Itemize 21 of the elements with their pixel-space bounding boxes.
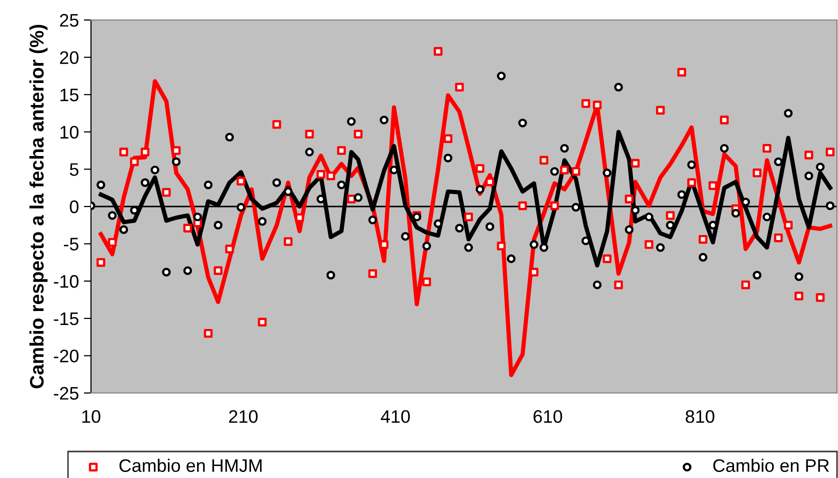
legend-label: Cambio en HMJM (119, 458, 262, 472)
y-tick-label: 25 (60, 14, 78, 27)
x-tick-label: 10 (82, 410, 100, 423)
y-tick-label: -10 (54, 275, 78, 288)
legend-label: Cambio en PR (713, 458, 829, 472)
x-tick-label: 210 (229, 410, 258, 423)
x-tick-label: 610 (534, 410, 562, 423)
y-tick-label: -5 (64, 238, 78, 251)
y-tick-label: -20 (54, 350, 78, 362)
x-tick-label: 810 (686, 410, 714, 423)
y-axis-title: Cambio respecto a la fecha anterior (%) (29, 24, 48, 388)
y-tick-label: 20 (60, 51, 78, 64)
line-series (98, 79, 832, 378)
y-tick-label: -15 (54, 312, 78, 326)
y-tick-label: -25 (54, 386, 78, 400)
y-tick-label: 15 (60, 88, 78, 102)
y-tick-label: 0 (70, 200, 78, 214)
line-series (98, 130, 832, 268)
y-tick-label: 10 (60, 126, 78, 139)
x-tick-label: 410 (380, 410, 410, 423)
y-tick-label: 5 (70, 163, 78, 176)
